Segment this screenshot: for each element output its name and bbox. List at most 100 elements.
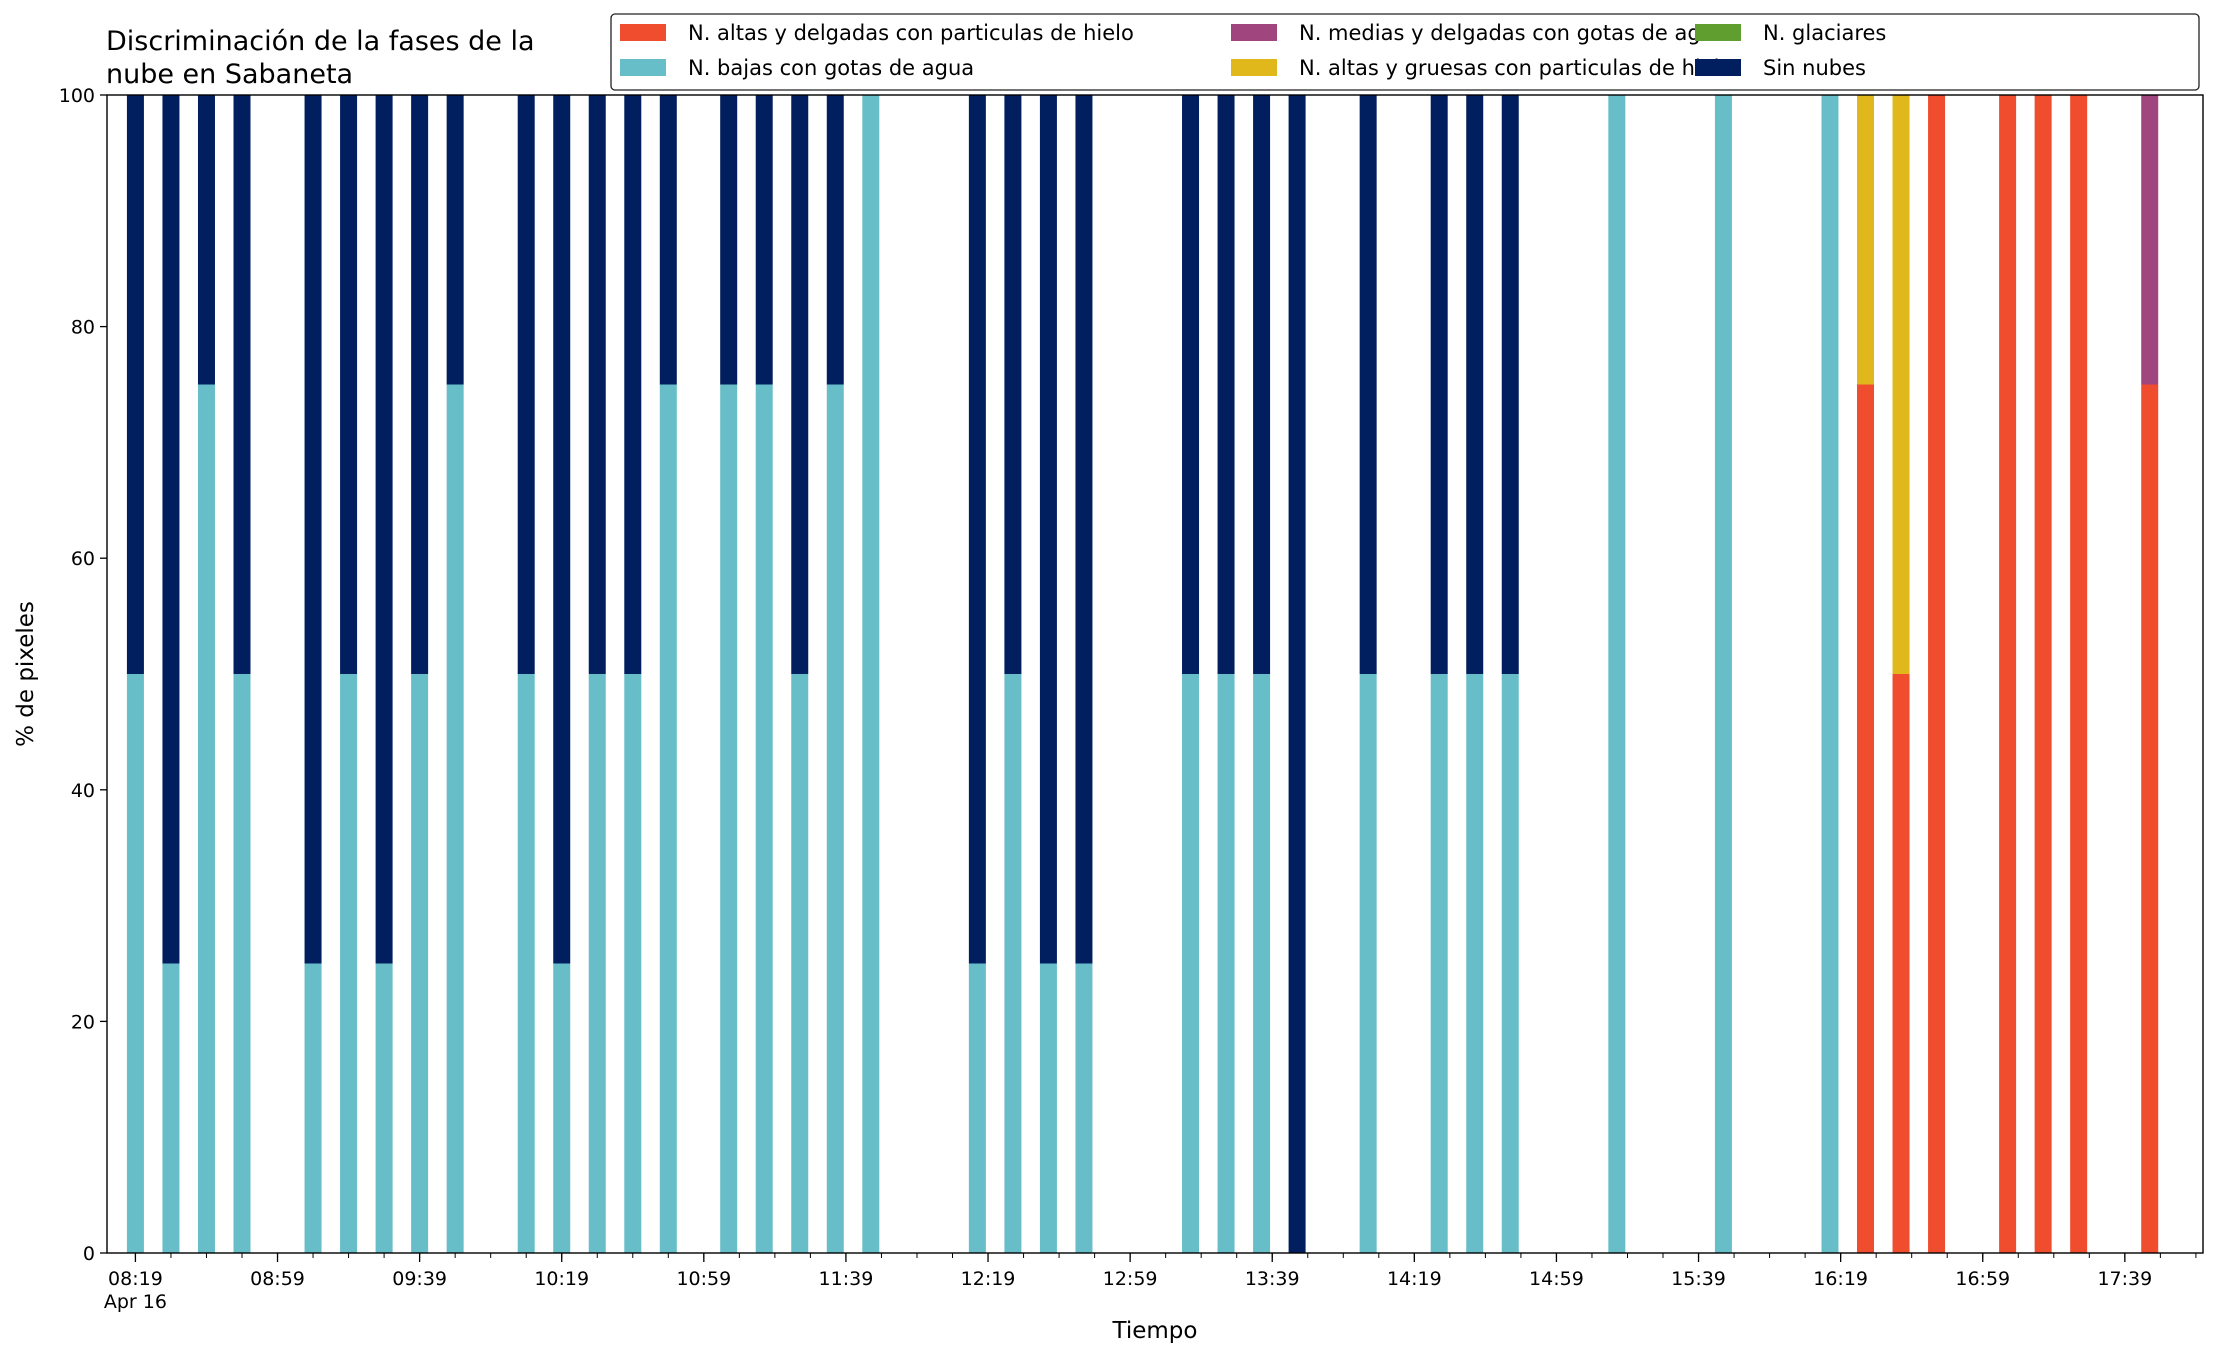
- bar-segment: [624, 674, 642, 1253]
- bar-segment: [162, 95, 180, 964]
- legend-label: N. medias y delgadas con gotas de agua: [1299, 21, 1727, 45]
- legend-label: Sin nubes: [1763, 56, 1866, 80]
- bar-segment: [446, 384, 464, 1253]
- bar-segment: [1359, 674, 1377, 1253]
- y-axis-label: % de pixeles: [13, 601, 39, 747]
- legend-box: [610, 13, 2200, 91]
- x-tick-label: 14:59: [1529, 1268, 1584, 1290]
- y-tick-label: 100: [59, 85, 95, 107]
- x-tick-label: 12:19: [961, 1268, 1016, 1290]
- bar-segment: [1466, 674, 1484, 1253]
- bar-segment: [304, 95, 322, 964]
- x-date-label: Apr 16: [104, 1291, 167, 1313]
- bar-segment: [624, 95, 642, 674]
- legend-swatch: [620, 59, 666, 76]
- bar-segment: [1253, 95, 1271, 674]
- bar-segment: [1075, 963, 1093, 1253]
- x-tick-label: 11:39: [819, 1268, 874, 1290]
- bar-segment: [1182, 95, 1200, 674]
- bar-segment: [1359, 95, 1377, 674]
- bar-segment: [755, 95, 773, 385]
- bar-segment: [411, 674, 429, 1253]
- x-tick-label: 13:39: [1245, 1268, 1300, 1290]
- legend-label: N. altas y gruesas con particulas de hie…: [1299, 56, 1732, 80]
- bar-segment: [826, 95, 844, 385]
- bar-segment: [791, 95, 809, 674]
- x-tick-label: 09:39: [392, 1268, 447, 1290]
- bar-segment: [588, 674, 606, 1253]
- bar-segment: [1004, 674, 1022, 1253]
- y-axis: 0 20 40 60 80 100: [59, 85, 107, 1265]
- bar-segment: [659, 384, 677, 1253]
- y-tick-label: 0: [83, 1243, 95, 1265]
- bar-segment: [1821, 95, 1839, 1253]
- bar-segment: [1430, 674, 1448, 1253]
- bar-segment: [1004, 95, 1022, 674]
- bar-segment: [553, 963, 571, 1253]
- bar-segment: [517, 95, 535, 674]
- bar-segment: [755, 384, 773, 1253]
- y-tick-label: 40: [71, 780, 95, 802]
- bar-segment: [126, 674, 144, 1253]
- bar-segment: [1608, 95, 1626, 1253]
- bar-segment: [304, 963, 322, 1253]
- bar-segment: [826, 384, 844, 1253]
- bar-segment: [2034, 95, 2052, 1253]
- bar-segment: [1288, 95, 1306, 1253]
- x-axis-label: Tiempo: [1112, 1318, 1198, 1344]
- bar-segment: [162, 963, 180, 1253]
- bar-segment: [862, 95, 880, 1253]
- bar-segment: [1928, 95, 1946, 1253]
- x-tick-label: 15:39: [1671, 1268, 1726, 1290]
- bar-segment: [968, 95, 986, 964]
- bar-segment: [1430, 95, 1448, 674]
- bar-segment: [553, 95, 571, 964]
- chart-title-line: nube en Sabaneta: [106, 59, 353, 90]
- legend-label: N. glaciares: [1763, 21, 1886, 45]
- legend: N. altas y delgadas con particulas de hi…: [610, 13, 2200, 91]
- x-tick-label: 16:59: [1955, 1268, 2010, 1290]
- x-tick-label: 08:59: [250, 1268, 305, 1290]
- bar-segment: [1039, 963, 1057, 1253]
- legend-swatch: [620, 24, 666, 41]
- bar-segment: [517, 674, 535, 1253]
- bar-segment: [375, 963, 393, 1253]
- bar-layer: [126, 95, 2159, 1253]
- chart-title-line: Discriminación de la fases de la: [106, 26, 535, 57]
- bar-segment: [1217, 674, 1235, 1253]
- x-tick-label: 08:19: [108, 1268, 163, 1290]
- bar-segment: [720, 384, 738, 1253]
- legend-label: N. bajas con gotas de agua: [688, 56, 974, 80]
- bar-segment: [1217, 95, 1235, 674]
- x-tick-label: 10:59: [676, 1268, 731, 1290]
- bar-segment: [446, 95, 464, 385]
- plot-frame: [106, 94, 2204, 1254]
- x-tick-label: 17:39: [2097, 1268, 2152, 1290]
- bar-segment: [588, 95, 606, 674]
- bar-segment: [2070, 95, 2088, 1253]
- bar-segment: [968, 963, 986, 1253]
- bar-segment: [233, 674, 251, 1253]
- bar-segment: [1714, 95, 1732, 1253]
- x-tick-label: 12:59: [1103, 1268, 1158, 1290]
- bar-segment: [1253, 674, 1271, 1253]
- legend-label: N. altas y delgadas con particulas de hi…: [688, 21, 1134, 45]
- bar-segment: [1039, 95, 1057, 964]
- bar-segment: [197, 384, 215, 1253]
- legend-swatch: [1231, 59, 1277, 76]
- bar-segment: [340, 674, 358, 1253]
- bar-segment: [411, 95, 429, 674]
- bar-segment: [659, 95, 677, 385]
- bar-segment: [340, 95, 358, 674]
- x-tick-label: 14:19: [1387, 1268, 1442, 1290]
- legend-swatch: [1695, 59, 1741, 76]
- bar-segment: [720, 95, 738, 385]
- bar-segment: [1501, 95, 1519, 674]
- chart-title: Discriminación de la fases de la nube en …: [106, 26, 535, 90]
- legend-swatch: [1695, 24, 1741, 41]
- bar-segment: [233, 95, 251, 674]
- y-tick-label: 20: [71, 1011, 95, 1033]
- legend-swatch: [1231, 24, 1277, 41]
